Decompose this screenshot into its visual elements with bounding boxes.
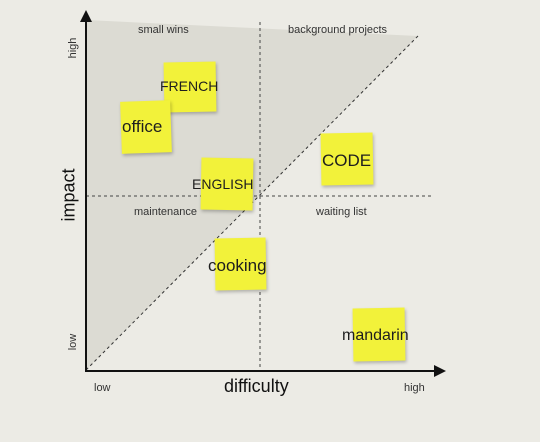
y-axis-title: impact	[58, 168, 79, 222]
x-axis-title: difficulty	[224, 376, 289, 396]
sticky-note-cooking-label: cooking	[208, 256, 267, 275]
x-axis-high-label: high	[404, 382, 425, 394]
x-axis-low-label: low	[94, 382, 111, 394]
sticky-note-office-label: office	[122, 117, 163, 136]
sticky-note-mandarin-label: mandarin	[342, 327, 409, 344]
sticky-note-english-label: ENGLISH	[192, 176, 254, 192]
sticky-note-french-label: FRENCH	[160, 78, 219, 94]
quadrant-label-waiting-list: waiting list	[316, 206, 367, 218]
y-axis-high-label: high	[67, 37, 79, 59]
sticky-note-code-label: CODE	[322, 151, 372, 170]
quadrant-label-small-wins: small wins	[138, 24, 189, 36]
quadrant-label-background-projects: background projects	[288, 24, 388, 36]
y-axis-low-label: low	[67, 333, 79, 351]
y-axis-arrow	[80, 10, 92, 22]
quadrant-label-maintenance: maintenance	[134, 206, 197, 218]
x-axis-arrow	[434, 365, 446, 377]
